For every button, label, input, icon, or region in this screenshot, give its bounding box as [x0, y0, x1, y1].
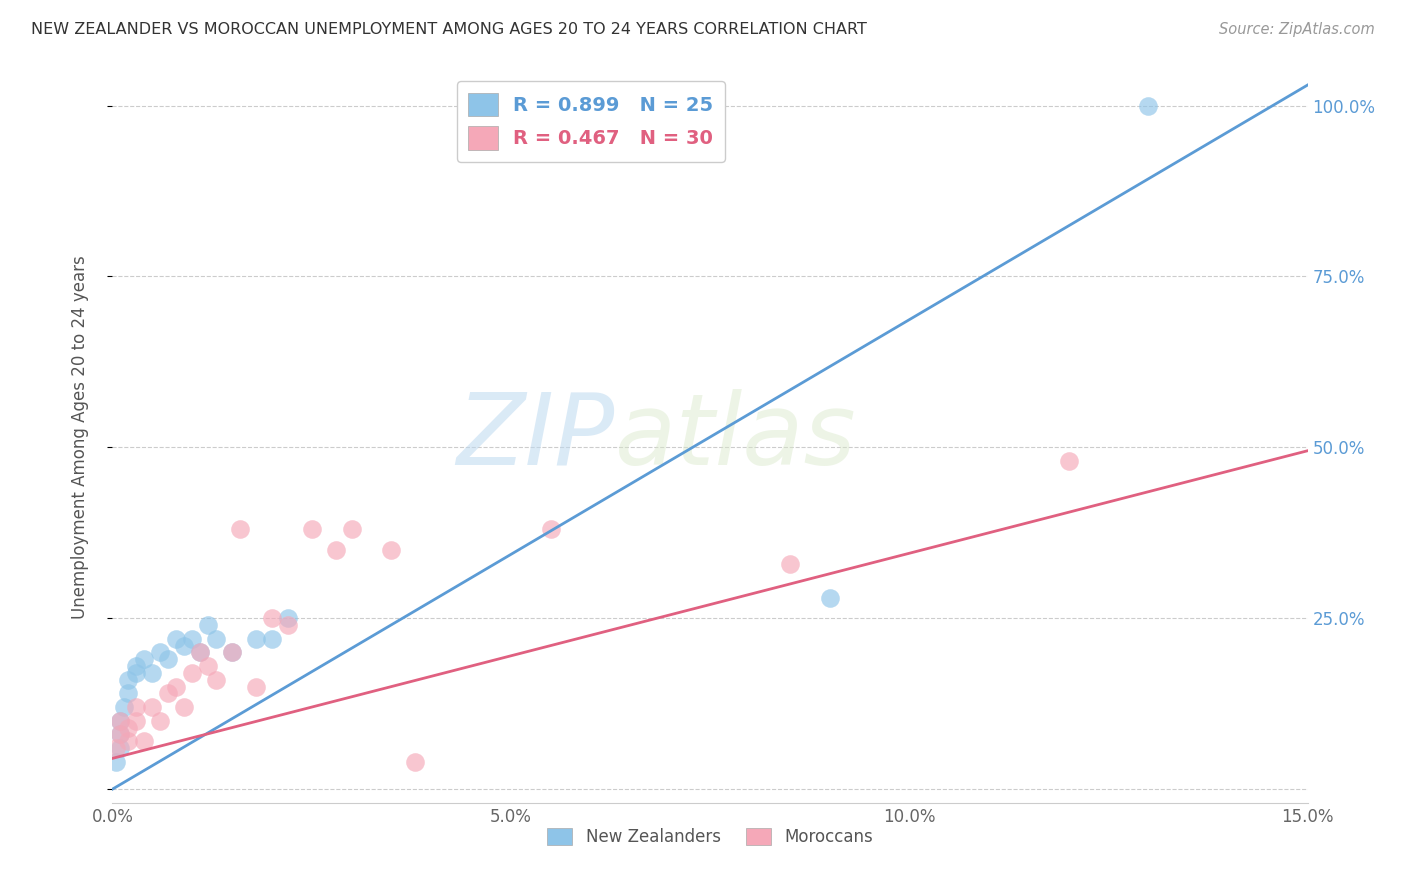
Point [110, 727, 132, 741]
Point [157, 652, 180, 666]
Point [818, 591, 841, 605]
Point [181, 665, 204, 680]
Point [165, 632, 187, 646]
Point [540, 522, 562, 536]
Point [125, 700, 148, 714]
Point [117, 734, 139, 748]
Point [205, 673, 228, 687]
Point [205, 632, 228, 646]
Point [221, 645, 243, 659]
Point [157, 686, 180, 700]
Point [165, 680, 187, 694]
Point [125, 714, 148, 728]
Point [1057, 454, 1080, 468]
Text: ZIP: ZIP [456, 389, 614, 485]
Point [245, 632, 267, 646]
Point [173, 639, 195, 653]
Point [1137, 98, 1160, 112]
Point [117, 673, 139, 687]
Legend: New Zealanders, Moroccans: New Zealanders, Moroccans [541, 822, 879, 853]
Point [188, 645, 211, 659]
Point [117, 721, 139, 735]
Point [125, 659, 148, 673]
Point [110, 741, 132, 756]
Point [149, 645, 172, 659]
Point [340, 522, 363, 536]
Y-axis label: Unemployment Among Ages 20 to 24 years: Unemployment Among Ages 20 to 24 years [70, 255, 89, 619]
Point [188, 645, 211, 659]
Text: Source: ZipAtlas.com: Source: ZipAtlas.com [1219, 22, 1375, 37]
Point [110, 714, 132, 728]
Point [229, 522, 252, 536]
Point [134, 652, 156, 666]
Point [141, 700, 163, 714]
Point [404, 755, 426, 769]
Point [779, 557, 801, 571]
Point [260, 632, 283, 646]
Point [325, 542, 347, 557]
Text: atlas: atlas [614, 389, 856, 485]
Point [125, 665, 148, 680]
Point [380, 542, 402, 557]
Point [114, 700, 135, 714]
Point [105, 741, 128, 756]
Point [197, 618, 219, 632]
Text: NEW ZEALANDER VS MOROCCAN UNEMPLOYMENT AMONG AGES 20 TO 24 YEARS CORRELATION CHA: NEW ZEALANDER VS MOROCCAN UNEMPLOYMENT A… [31, 22, 868, 37]
Point [301, 522, 323, 536]
Point [149, 714, 172, 728]
Point [105, 755, 128, 769]
Point [260, 611, 283, 625]
Point [173, 700, 195, 714]
Point [110, 727, 132, 741]
Point [117, 686, 139, 700]
Point [181, 632, 204, 646]
Point [197, 659, 219, 673]
Point [221, 645, 243, 659]
Point [110, 714, 132, 728]
Point [277, 618, 299, 632]
Point [245, 680, 267, 694]
Point [277, 611, 299, 625]
Point [134, 734, 156, 748]
Point [141, 665, 163, 680]
